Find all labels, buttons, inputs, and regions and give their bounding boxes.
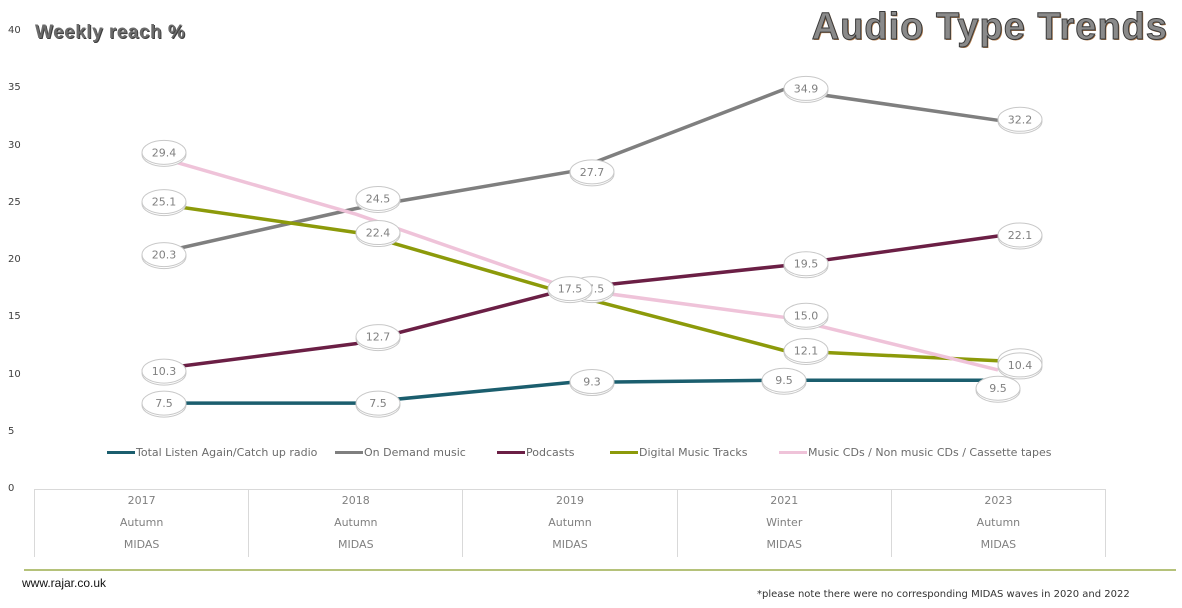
- svg-text:7.5: 7.5: [369, 397, 387, 410]
- svg-text:12.1: 12.1: [794, 344, 819, 357]
- svg-text:32.2: 32.2: [1008, 113, 1033, 126]
- series-lines: [141, 87, 999, 405]
- y-tick: 20: [8, 254, 21, 265]
- legend-swatch: [610, 451, 638, 454]
- legend-swatch: [335, 451, 363, 454]
- data-label: 27.7: [569, 159, 615, 187]
- x-year: 2017: [127, 494, 156, 507]
- data-label: 12.1: [783, 337, 829, 365]
- svg-text:19.5: 19.5: [794, 258, 819, 271]
- legend-label: Digital Music Tracks: [639, 446, 748, 459]
- y-tick: 10: [8, 369, 21, 380]
- legend-label: Music CDs / Non music CDs / Cassette tap…: [808, 446, 1052, 459]
- x-category: 2023 Autumn MIDAS: [890, 490, 1107, 557]
- site-url: www.rajar.co.uk: [22, 576, 107, 590]
- y-tick: 15: [8, 311, 21, 322]
- data-label: 10.4: [997, 352, 1043, 380]
- data-label: 24.5: [355, 185, 401, 213]
- x-source: MIDAS: [980, 538, 1017, 551]
- svg-text:15.0: 15.0: [794, 309, 819, 322]
- x-season: Autumn: [548, 516, 592, 529]
- legend-swatch: [779, 451, 807, 454]
- x-year: 2019: [556, 494, 584, 507]
- x-source: MIDAS: [338, 538, 374, 551]
- data-label: 22.4: [355, 220, 401, 248]
- legend-item-catch-up-radio: Total Listen Again/Catch up radio: [107, 446, 317, 459]
- x-category: 2021 Winter MIDAS: [676, 490, 891, 557]
- x-year: 2018: [341, 494, 370, 507]
- y-tick: 5: [8, 426, 15, 437]
- svg-text:9.3: 9.3: [583, 376, 601, 389]
- y-tick: 40: [8, 25, 21, 36]
- svg-text:17.5: 17.5: [558, 283, 583, 296]
- y-tick: 35: [8, 82, 21, 93]
- data-label: 9.5: [761, 367, 807, 395]
- chart-title: Audio Type Trends: [811, 6, 1168, 49]
- svg-text:34.9: 34.9: [794, 82, 819, 95]
- data-label: 22.1: [997, 222, 1043, 250]
- data-label: 7.5: [355, 390, 401, 418]
- chart-subtitle: Weekly reach %: [35, 22, 186, 43]
- x-axis-table: 2017 Autumn MIDAS 2018 Autumn MIDAS 2019…: [34, 489, 1107, 557]
- data-labels: 25.122.412.111.229.417.515.010.410.312.7…: [141, 75, 1043, 418]
- x-season: Winter: [766, 516, 803, 529]
- legend-item-digital-music-tracks: Digital Music Tracks: [610, 446, 747, 459]
- data-label: 20.3: [141, 242, 187, 270]
- data-label: 32.2: [997, 106, 1043, 134]
- data-label: 19.5: [783, 251, 829, 279]
- x-season: Autumn: [334, 516, 378, 529]
- svg-text:9.5: 9.5: [989, 382, 1007, 395]
- data-label: 12.7: [355, 324, 401, 352]
- x-category: 2019 Autumn MIDAS: [462, 490, 676, 557]
- data-label: 7.5: [141, 390, 187, 418]
- svg-text:22.4: 22.4: [366, 227, 391, 240]
- legend-label: Podcasts: [526, 446, 575, 459]
- legend-swatch: [107, 451, 135, 454]
- x-season: Autumn: [119, 516, 164, 529]
- svg-text:10.3: 10.3: [152, 365, 177, 378]
- svg-text:10.4: 10.4: [1008, 359, 1033, 372]
- svg-text:24.5: 24.5: [366, 192, 391, 205]
- svg-text:27.7: 27.7: [580, 166, 605, 179]
- svg-text:9.5: 9.5: [775, 374, 793, 387]
- data-label: 9.3: [569, 369, 615, 397]
- legend-item-podcasts: Podcasts: [497, 446, 575, 459]
- x-category: 2018 Autumn MIDAS: [248, 490, 462, 557]
- series-line: [141, 150, 999, 372]
- legend-label: Total Listen Again/Catch up radio: [136, 446, 318, 459]
- data-label: 9.5: [975, 375, 1021, 403]
- data-label: 34.9: [783, 75, 829, 103]
- y-tick: 25: [8, 197, 21, 208]
- legend-item-on-demand-music: On Demand music: [335, 446, 466, 459]
- series-line: [141, 234, 999, 373]
- x-source: MIDAS: [123, 538, 160, 551]
- y-tick: 30: [8, 140, 21, 151]
- data-label: 25.1: [141, 189, 187, 217]
- legend-item-physical-media: Music CDs / Non music CDs / Cassette tap…: [779, 446, 1051, 459]
- y-tick: 0: [8, 483, 15, 494]
- data-label: 15.0: [783, 302, 829, 330]
- svg-text:12.7: 12.7: [366, 331, 391, 344]
- x-source: MIDAS: [552, 538, 588, 551]
- footer-divider: [24, 569, 1176, 571]
- svg-text:7.5: 7.5: [155, 397, 173, 410]
- data-label: 17.5: [547, 276, 593, 304]
- svg-text:20.3: 20.3: [152, 249, 177, 262]
- legend-swatch: [497, 451, 525, 454]
- data-label: 29.4: [141, 139, 187, 167]
- svg-text:29.4: 29.4: [152, 146, 177, 159]
- footnote: *please note there were no corresponding…: [757, 589, 1130, 600]
- x-year: 2021: [770, 494, 799, 507]
- x-year: 2023: [984, 494, 1013, 507]
- svg-text:25.1: 25.1: [152, 196, 177, 209]
- legend-label: On Demand music: [364, 446, 466, 459]
- data-label: 10.3: [141, 358, 187, 386]
- x-category: 2017 Autumn MIDAS: [34, 490, 248, 557]
- x-source: MIDAS: [766, 538, 802, 551]
- x-season: Autumn: [976, 516, 1021, 529]
- svg-text:22.1: 22.1: [1008, 229, 1033, 242]
